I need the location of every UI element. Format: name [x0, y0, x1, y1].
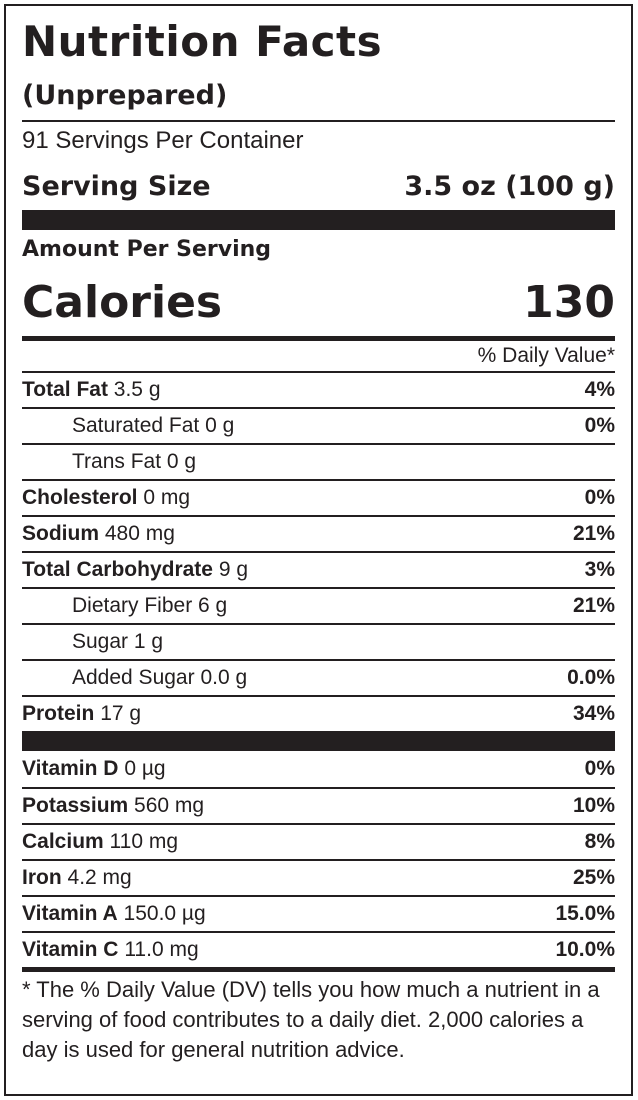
nutrient-row-total-fat: Total Fat 3.5 g 4% — [22, 371, 615, 407]
nutrient-row-sugar: Sugar 1 g — [22, 623, 615, 659]
vitamin-name: Calcium — [22, 830, 104, 853]
nutrient-row-trans-fat: Trans Fat 0 g — [22, 443, 615, 479]
serving-size-value: 3.5 oz (100 g) — [404, 170, 615, 202]
daily-value-header: % Daily Value* — [477, 344, 615, 367]
vitamin-list: Vitamin D 0 µg 0% Potassium 560 mg 10% C… — [22, 751, 615, 967]
medium-divider — [22, 336, 615, 341]
nutrient-amount: 0 mg — [143, 486, 191, 509]
nutrient-amount: 0 g — [205, 414, 235, 437]
nutrient-amount: 1 g — [133, 630, 164, 653]
vitamin-amount: 4.2 mg — [67, 866, 132, 889]
nutrition-facts-label: Nutrition Facts (Unprepared) 91 Servings… — [4, 4, 633, 1096]
nutrient-row-total-carbohydrate: Total Carbohydrate 9 g 3% — [22, 551, 615, 587]
nutrient-row-added-sugar: Added Sugar 0.0 g 0.0% — [22, 659, 615, 695]
vitamin-amount: 150.0 µg — [123, 902, 206, 925]
nutrient-amount: 9 g — [218, 558, 249, 581]
nutrient-amount: 0.0 g — [200, 666, 248, 689]
vitamin-dv: 10.0% — [555, 938, 615, 961]
nutrient-amount: 3.5 g — [113, 378, 161, 401]
vitamin-name: Potassium — [22, 794, 129, 817]
vitamin-dv: 15.0% — [555, 902, 615, 925]
nutrient-row-protein: Protein 17 g 34% — [22, 695, 615, 731]
vitamin-row-vitamin-d: Vitamin D 0 µg 0% — [22, 751, 615, 787]
thick-divider — [22, 210, 615, 230]
vitamin-name: Vitamin C — [22, 938, 119, 961]
nutrient-name: Added Sugar — [72, 666, 195, 689]
nutrient-dv: 0% — [584, 414, 615, 437]
vitamin-amount: 0 µg — [124, 757, 166, 780]
vitamin-dv: 0% — [584, 757, 615, 780]
nutrient-name: Sodium — [22, 522, 99, 545]
nutrient-name: Saturated Fat — [72, 414, 200, 437]
divider — [22, 120, 615, 122]
calories-value: 130 — [523, 276, 615, 328]
vitamin-dv: 10% — [572, 794, 615, 817]
vitamin-row-potassium: Potassium 560 mg 10% — [22, 787, 615, 823]
nutrient-row-saturated-fat: Saturated Fat 0 g 0% — [22, 407, 615, 443]
thick-divider — [22, 731, 615, 751]
daily-value-footnote: * The % Daily Value (DV) tells you how m… — [22, 977, 600, 1062]
label-subtitle: (Unprepared) — [22, 80, 228, 111]
calories-row: Calories 130 — [22, 268, 615, 336]
nutrient-name: Protein — [22, 702, 95, 725]
vitamin-amount: 110 mg — [109, 830, 179, 853]
nutrient-dv: 0.0% — [567, 666, 615, 689]
nutrient-row-sodium: Sodium 480 mg 21% — [22, 515, 615, 551]
vitamin-row-vitamin-c: Vitamin C 11.0 mg 10.0% — [22, 931, 615, 967]
medium-divider — [22, 967, 615, 972]
vitamin-dv: 25% — [572, 866, 615, 889]
serving-size-row: Serving Size 3.5 oz (100 g) — [22, 162, 615, 210]
nutrient-amount: 6 g — [198, 594, 228, 617]
nutrient-dv: 4% — [584, 378, 615, 401]
vitamin-amount: 11.0 mg — [124, 938, 199, 961]
label-title: Nutrition Facts — [22, 17, 383, 66]
vitamin-row-calcium: Calcium 110 mg 8% — [22, 823, 615, 859]
vitamin-name: Iron — [22, 866, 62, 889]
nutrient-name: Total Carbohydrate — [22, 558, 213, 581]
servings-per-container: 91 Servings Per Container — [22, 127, 304, 154]
nutrient-name: Cholesterol — [22, 486, 138, 509]
nutrient-dv: 3% — [584, 558, 615, 581]
calories-label: Calories — [22, 276, 223, 328]
nutrient-row-cholesterol: Cholesterol 0 mg 0% — [22, 479, 615, 515]
nutrient-name: Total Fat — [22, 378, 108, 401]
nutrient-dv: 21% — [572, 522, 615, 545]
nutrient-name: Trans Fat — [72, 450, 162, 473]
vitamin-dv: 8% — [584, 830, 615, 853]
vitamin-amount: 560 mg — [134, 794, 205, 817]
nutrient-name: Dietary Fiber — [72, 594, 193, 617]
nutrient-dv: 0% — [584, 486, 615, 509]
nutrient-dv: 34% — [572, 702, 615, 725]
nutrient-dv: 21% — [572, 594, 615, 617]
nutrient-row-dietary-fiber: Dietary Fiber 6 g 21% — [22, 587, 615, 623]
vitamin-row-vitamin-a: Vitamin A 150.0 µg 15.0% — [22, 895, 615, 931]
vitamin-row-iron: Iron 4.2 mg 25% — [22, 859, 615, 895]
nutrient-amount: 0 g — [166, 450, 197, 473]
vitamin-name: Vitamin D — [22, 757, 119, 780]
vitamin-name: Vitamin A — [22, 902, 118, 925]
nutrient-list: Total Fat 3.5 g 4% Saturated Fat 0 g 0% … — [22, 371, 615, 731]
amount-per-serving: Amount Per Serving — [22, 237, 272, 262]
nutrient-amount: 17 g — [100, 702, 142, 725]
serving-size-label: Serving Size — [22, 170, 211, 202]
nutrient-amount: 480 mg — [104, 522, 175, 545]
nutrient-name: Sugar — [72, 630, 129, 653]
